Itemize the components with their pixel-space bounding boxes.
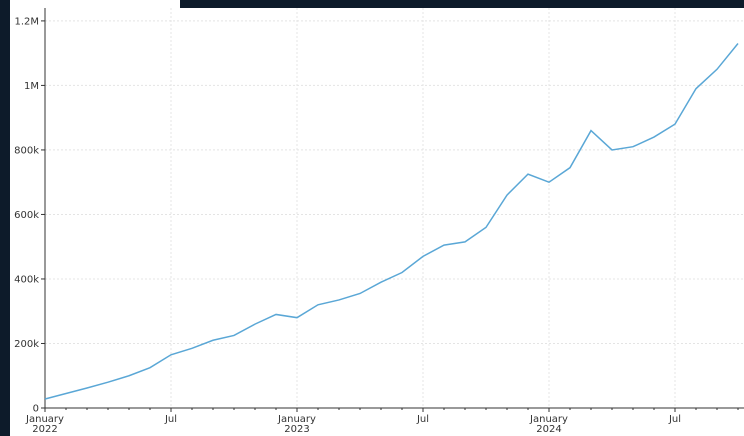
x-tick-label: Jul xyxy=(416,414,429,425)
y-tick-label: 600k xyxy=(14,210,39,221)
y-tick-label: 1M xyxy=(24,81,39,92)
x-tick-label: Jul xyxy=(164,414,177,425)
y-tick-label: 1.2M xyxy=(14,16,39,27)
y-tick-label: 400k xyxy=(14,274,39,285)
y-tick-label: 800k xyxy=(14,145,39,156)
chart: 0200k400k600k800k1M1.2MJanuary2022JulJan… xyxy=(0,0,744,436)
chart-panel-top xyxy=(10,0,180,8)
chart-panel xyxy=(10,8,744,436)
page: {"chart_data": {"type": "line", "x": ["2… xyxy=(0,0,744,436)
x-tick-label: Jul xyxy=(668,414,681,425)
y-tick-label: 0 xyxy=(33,404,39,415)
y-tick-label: 200k xyxy=(14,339,39,350)
